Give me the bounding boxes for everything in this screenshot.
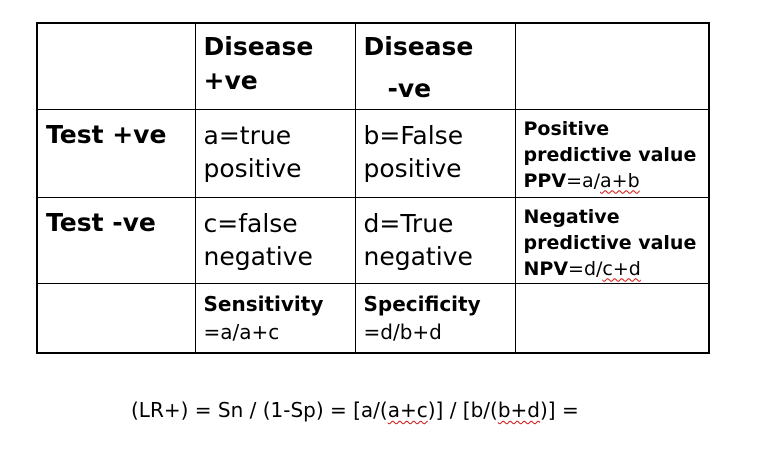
header-line: Disease bbox=[363, 32, 474, 61]
row-label: Test -ve bbox=[46, 207, 156, 237]
true-positive-cell: a=true positive bbox=[194, 108, 356, 198]
cell-line: positive bbox=[363, 153, 462, 183]
specificity-formula: =d/b+d bbox=[363, 319, 442, 344]
test-positive-row: Test +ve a=true positive b=False positiv… bbox=[36, 108, 710, 198]
cell-line: b=False bbox=[363, 120, 464, 150]
cell-line: c=false bbox=[203, 208, 298, 238]
cell-line: a=true bbox=[203, 120, 292, 150]
false-positive-cell: b=False positive bbox=[354, 108, 516, 198]
sensitivity-formula: =a/a+c bbox=[203, 319, 280, 344]
corner-cell bbox=[36, 22, 196, 110]
ppv-line: Positive bbox=[523, 117, 610, 140]
npv-eq: =d/ bbox=[568, 257, 603, 280]
contingency-table: Disease +ve Disease -ve Test +ve a=true … bbox=[36, 22, 710, 354]
footer-row: Sensitivity =a/a+c Specificity =d/b+d bbox=[36, 282, 710, 354]
ppv-abbr: PPV bbox=[523, 169, 567, 192]
npv-formula: NPV=d/c+d bbox=[524, 256, 709, 282]
header-line: -ve bbox=[387, 74, 432, 103]
sensitivity-cell: Sensitivity =a/a+c bbox=[194, 282, 356, 354]
row-label-cell: Test -ve bbox=[36, 196, 196, 284]
specificity-cell: Specificity =d/b+d bbox=[354, 282, 516, 354]
disease-negative-header: Disease -ve bbox=[354, 22, 516, 110]
equation-term: b+d bbox=[497, 398, 540, 422]
npv-abbr: NPV bbox=[523, 257, 569, 280]
empty-footer-cell bbox=[36, 282, 196, 354]
row-label-cell: Test +ve bbox=[36, 108, 196, 198]
header-row: Disease +ve Disease -ve bbox=[36, 22, 710, 110]
sensitivity-label: Sensitivity bbox=[203, 291, 324, 316]
header-line: Disease bbox=[203, 32, 314, 61]
cell-line: negative bbox=[203, 241, 313, 271]
specificity-label: Specificity bbox=[363, 291, 481, 316]
ppv-eq: =a/ bbox=[566, 169, 601, 192]
ppv-cell: Positive predictive value PPV=a/a+b bbox=[514, 108, 710, 198]
cell-line: positive bbox=[203, 153, 302, 183]
ppv-tail: a+b bbox=[600, 169, 640, 192]
cell-line: negative bbox=[363, 241, 473, 271]
false-negative-cell: c=false negative bbox=[194, 196, 356, 284]
cell-line: d=True bbox=[363, 208, 454, 238]
empty-header-cell bbox=[514, 22, 710, 110]
equation-part: )] = bbox=[540, 398, 579, 422]
npv-line: predictive value bbox=[523, 231, 697, 254]
ppv-line: predictive value bbox=[523, 143, 697, 166]
ppv-formula: PPV=a/a+b bbox=[524, 168, 709, 194]
npv-line: Negative bbox=[523, 205, 620, 228]
header-line: +ve bbox=[203, 66, 258, 95]
empty-footer-cell bbox=[514, 282, 710, 354]
npv-tail: c+d bbox=[602, 257, 641, 280]
equation-part: )] / [b/( bbox=[427, 398, 498, 422]
equation-term: a+c bbox=[387, 398, 428, 422]
likelihood-ratio-equation: (LR+) = Sn / (1-Sp) = [a/(a+c)] / [b/(b+… bbox=[131, 396, 579, 424]
test-negative-row: Test -ve c=false negative d=True negativ… bbox=[36, 196, 710, 284]
disease-positive-header: Disease +ve bbox=[194, 22, 356, 110]
equation-part: (LR+) = Sn / (1-Sp) = [a/( bbox=[131, 398, 388, 422]
npv-cell: Negative predictive value NPV=d/c+d bbox=[514, 196, 710, 284]
row-label: Test +ve bbox=[46, 119, 167, 149]
true-negative-cell: d=True negative bbox=[354, 196, 516, 284]
